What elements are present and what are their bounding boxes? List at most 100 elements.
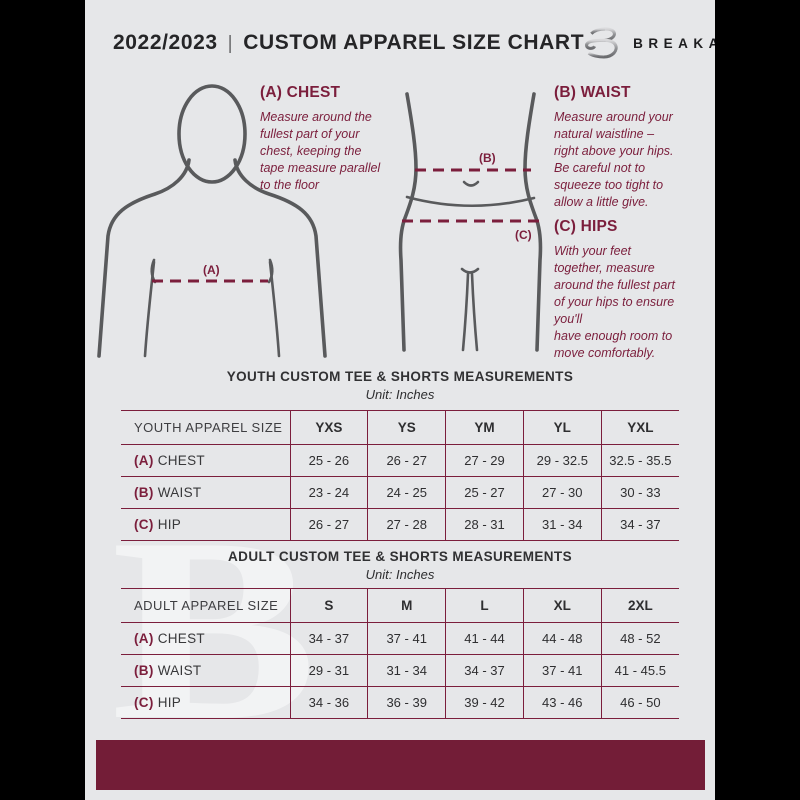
table-row: (B) WAIST 29 - 31 31 - 34 34 - 37 37 - 4…	[121, 654, 679, 687]
table-row: (C) HIP 26 - 27 27 - 28 28 - 31 31 - 34 …	[121, 508, 679, 541]
waist-note: (B) WAIST Measure around your natural wa…	[554, 84, 715, 211]
brand-lockup: BREAKAWAY	[584, 25, 715, 61]
youth-size-label: YOUTH APPAREL SIZE	[134, 420, 283, 435]
youth-measurements-section: YOUTH CUSTOM TEE & SHORTS MEASUREMENTS U…	[85, 368, 715, 541]
value-cell: 31 - 34	[367, 654, 446, 687]
row-label-prefix: (A)	[134, 631, 154, 646]
size-column-header: YXL	[600, 410, 679, 445]
value-cell: 36 - 39	[367, 686, 446, 719]
adult-header-row: ADULT APPAREL SIZE S M L XL 2XL	[121, 588, 679, 623]
size-column-header: YS	[367, 410, 446, 445]
size-column-header: YXS	[289, 410, 368, 445]
header-title-text: CUSTOM APPAREL SIZE CHART	[243, 31, 585, 54]
value-cell: 27 - 28	[367, 508, 446, 541]
value-cell: 25 - 26	[289, 444, 368, 477]
footer-bar	[96, 740, 705, 790]
value-cell: 27 - 30	[522, 476, 602, 509]
size-column-header: L	[445, 588, 524, 623]
row-label: (B) WAIST	[121, 655, 290, 687]
value-cell: 31 - 34	[522, 508, 602, 541]
row-label: (A) CHEST	[121, 623, 290, 655]
header-year: 2022/2023	[113, 31, 218, 54]
value-cell: 23 - 24	[289, 476, 368, 509]
table-row: (A) CHEST 25 - 26 26 - 27 27 - 29 29 - 3…	[121, 444, 679, 477]
breakaway-logo-icon	[585, 27, 618, 59]
adult-size-label: ADULT APPAREL SIZE	[134, 598, 279, 613]
hips-description: With your feet together, measure around …	[554, 244, 675, 360]
value-cell: 26 - 27	[367, 444, 446, 477]
value-cell: 25 - 27	[445, 476, 524, 509]
value-cell: 41 - 44	[445, 622, 524, 655]
size-column-header: S	[289, 588, 368, 623]
value-cell: 48 - 52	[600, 622, 679, 655]
value-cell: 27 - 29	[445, 444, 524, 477]
size-column-header: XL	[522, 588, 602, 623]
marker-b-label: (B)	[479, 151, 496, 165]
row-label: (C) HIP	[121, 687, 290, 719]
row-label-text: WAIST	[157, 485, 202, 500]
value-cell: 37 - 41	[522, 654, 602, 687]
youth-header-row: YOUTH APPAREL SIZE YXS YS YM YL YXL	[121, 410, 679, 445]
youth-size-table: YOUTH APPAREL SIZE YXS YS YM YL YXL (A) …	[121, 410, 679, 541]
chest-note: (A) CHEST Measure around the fullest par…	[260, 84, 435, 194]
value-cell: 24 - 25	[367, 476, 446, 509]
value-cell: 46 - 50	[600, 686, 679, 719]
youth-table-title: YOUTH CUSTOM TEE & SHORTS MEASUREMENTS	[226, 369, 574, 384]
header: 2022/2023 | CUSTOM APPAREL SIZE CHART	[85, 0, 715, 80]
value-cell: 43 - 46	[522, 686, 602, 719]
value-cell: 29 - 31	[289, 654, 368, 687]
row-label-text: CHEST	[157, 631, 205, 646]
value-cell: 41 - 45.5	[600, 654, 679, 687]
hips-heading: (C) HIPS	[554, 218, 618, 235]
value-cell: 29 - 32.5	[522, 444, 602, 477]
row-label-text: WAIST	[157, 663, 202, 678]
row-label-prefix: (C)	[134, 517, 154, 532]
chest-description: Measure around the fullest part of your …	[260, 110, 381, 192]
row-label-prefix: (B)	[134, 485, 154, 500]
waist-description: Measure around your natural waistline – …	[554, 110, 674, 209]
value-cell: 39 - 42	[445, 686, 524, 719]
row-label: (C) HIP	[121, 509, 290, 541]
table-row: (A) CHEST 34 - 37 37 - 41 41 - 44 44 - 4…	[121, 622, 679, 655]
value-cell: 44 - 48	[522, 622, 602, 655]
chest-heading: (A) CHEST	[260, 84, 341, 101]
marker-a-label: (A)	[203, 263, 220, 277]
value-cell: 34 - 37	[600, 508, 679, 541]
row-label-prefix: (A)	[134, 453, 154, 468]
adult-table-unit: Unit: Inches	[365, 567, 435, 582]
row-label-text: HIP	[157, 695, 182, 710]
size-column-header: 2XL	[600, 588, 679, 623]
value-cell: 34 - 36	[289, 686, 368, 719]
size-chart-page: B 2022/2023 | CUSTOM APPAREL SIZE CHART	[85, 0, 715, 800]
marker-c-label: (C)	[515, 228, 532, 242]
row-label: (B) WAIST	[121, 477, 290, 509]
value-cell: 34 - 37	[289, 622, 368, 655]
row-label: (A) CHEST	[121, 445, 290, 477]
value-cell: 28 - 31	[445, 508, 524, 541]
torso-diagram: (A)	[97, 84, 327, 358]
size-column-header: YM	[445, 410, 524, 445]
hips-diagram: (B) (C)	[398, 92, 543, 352]
page-title: 2022/2023 | CUSTOM APPAREL SIZE CHART	[113, 31, 584, 55]
value-cell: 37 - 41	[367, 622, 446, 655]
adult-table-title: ADULT CUSTOM TEE & SHORTS MEASUREMENTS	[228, 549, 572, 564]
value-cell: 32.5 - 35.5	[600, 444, 679, 477]
size-column-header: YL	[522, 410, 602, 445]
row-label-text: CHEST	[157, 453, 205, 468]
waist-heading: (B) WAIST	[554, 84, 631, 101]
hips-note: (C) HIPS With your feet together, measur…	[554, 218, 715, 362]
header-divider: |	[227, 33, 234, 54]
value-cell: 34 - 37	[445, 654, 524, 687]
value-cell: 26 - 27	[289, 508, 368, 541]
row-label-prefix: (B)	[134, 663, 154, 678]
measurement-guide: (A) (A) CHEST Measure around the fullest…	[85, 80, 715, 368]
brand-name: BREAKAWAY	[633, 35, 715, 51]
table-row: (B) WAIST 23 - 24 24 - 25 25 - 27 27 - 3…	[121, 476, 679, 509]
size-column-header: M	[367, 588, 446, 623]
row-label-text: HIP	[157, 517, 182, 532]
youth-table-unit: Unit: Inches	[365, 387, 435, 402]
adult-measurements-section: ADULT CUSTOM TEE & SHORTS MEASUREMENTS U…	[85, 548, 715, 719]
value-cell: 30 - 33	[600, 476, 679, 509]
table-row: (C) HIP 34 - 36 36 - 39 39 - 42 43 - 46 …	[121, 686, 679, 719]
